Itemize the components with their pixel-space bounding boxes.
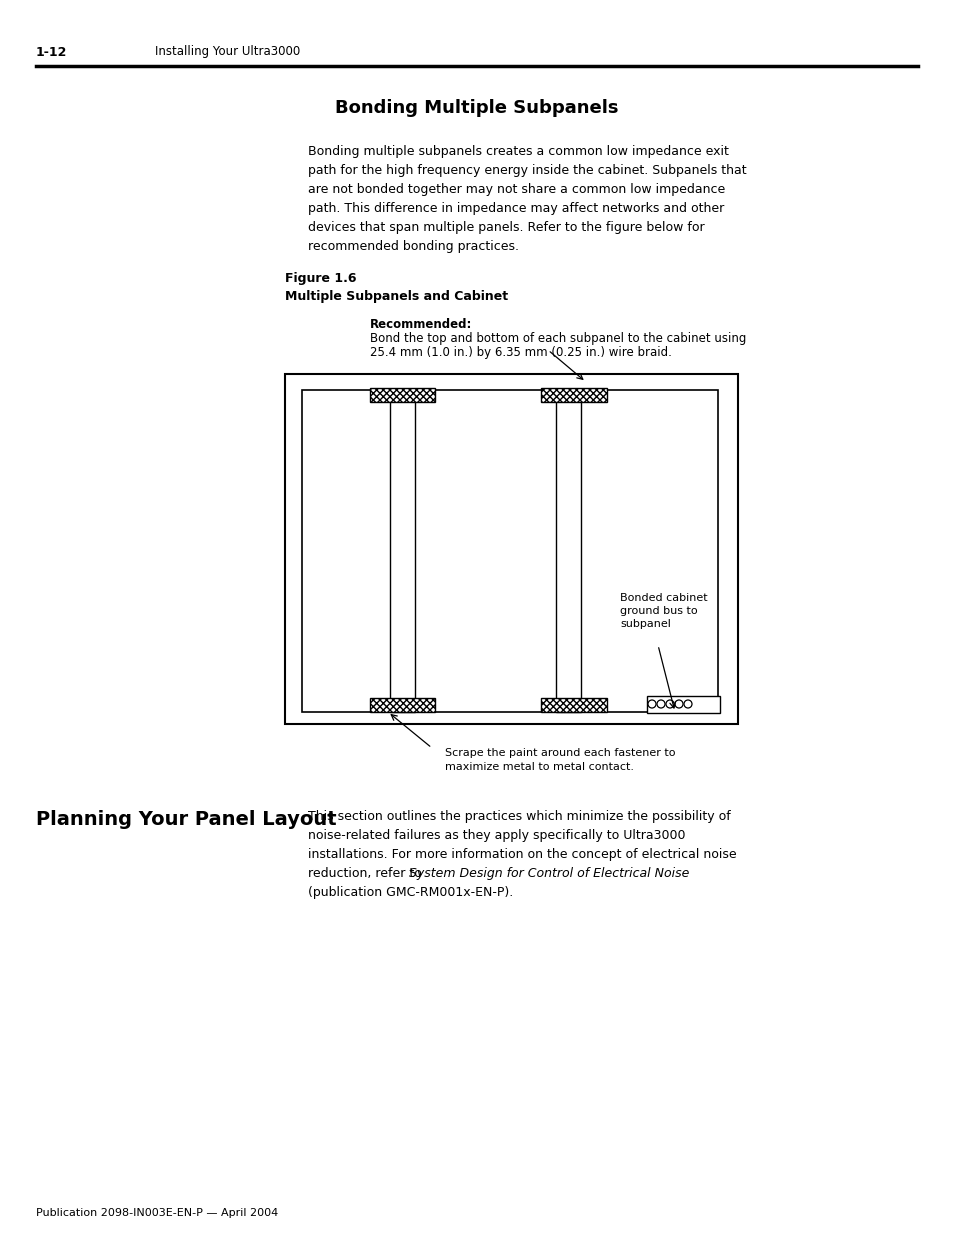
Text: Bonded cabinet: Bonded cabinet: [619, 593, 707, 603]
Bar: [285, 374, 738, 724]
Text: path for the high frequency energy inside the cabinet. Subpanels that: path for the high frequency energy insid…: [308, 164, 746, 177]
Text: noise-related failures as they apply specifically to Ultra3000: noise-related failures as they apply spe…: [308, 829, 685, 842]
Text: Recommended:: Recommended:: [370, 317, 472, 331]
Text: Publication 2098-IN003E-EN-P — April 2004: Publication 2098-IN003E-EN-P — April 200…: [36, 1208, 278, 1218]
Text: Bonding multiple subpanels creates a common low impedance exit: Bonding multiple subpanels creates a com…: [308, 144, 728, 158]
Bar: [646, 697, 720, 713]
Text: Bonding Multiple Subpanels: Bonding Multiple Subpanels: [335, 99, 618, 117]
Text: 25.4 mm (1.0 in.) by 6.35 mm (0.25 in.) wire braid.: 25.4 mm (1.0 in.) by 6.35 mm (0.25 in.) …: [370, 346, 671, 359]
Text: Multiple Subpanels and Cabinet: Multiple Subpanels and Cabinet: [285, 290, 508, 303]
Bar: [302, 390, 718, 713]
Text: (publication GMC-RM001x-EN-P).: (publication GMC-RM001x-EN-P).: [308, 885, 513, 899]
Bar: [370, 698, 435, 713]
Text: recommended bonding practices.: recommended bonding practices.: [308, 240, 518, 253]
Text: reduction, refer to: reduction, refer to: [308, 867, 425, 881]
Text: This section outlines the practices which minimize the possibility of: This section outlines the practices whic…: [308, 810, 730, 823]
Circle shape: [683, 700, 691, 708]
Text: maximize metal to metal contact.: maximize metal to metal contact.: [444, 762, 634, 772]
Text: are not bonded together may not share a common low impedance: are not bonded together may not share a …: [308, 183, 724, 196]
Text: path. This difference in impedance may affect networks and other: path. This difference in impedance may a…: [308, 203, 723, 215]
Bar: [370, 388, 435, 403]
Text: System Design for Control of Electrical Noise: System Design for Control of Electrical …: [409, 867, 689, 881]
Circle shape: [647, 700, 656, 708]
Text: Figure 1.6: Figure 1.6: [285, 272, 356, 285]
Text: subpanel: subpanel: [619, 619, 670, 629]
Circle shape: [675, 700, 682, 708]
Bar: [390, 390, 415, 713]
Text: ground bus to: ground bus to: [619, 606, 697, 616]
Text: installations. For more information on the concept of electrical noise: installations. For more information on t…: [308, 848, 736, 861]
Text: Scrape the paint around each fastener to: Scrape the paint around each fastener to: [444, 748, 675, 758]
Circle shape: [665, 700, 673, 708]
Bar: [540, 698, 606, 713]
Bar: [540, 388, 606, 403]
Text: Bond the top and bottom of each subpanel to the cabinet using: Bond the top and bottom of each subpanel…: [370, 332, 745, 345]
Text: Planning Your Panel Layout: Planning Your Panel Layout: [36, 810, 336, 829]
Text: 1-12: 1-12: [36, 46, 68, 58]
Text: devices that span multiple panels. Refer to the figure below for: devices that span multiple panels. Refer…: [308, 221, 704, 233]
Text: Installing Your Ultra3000: Installing Your Ultra3000: [154, 46, 300, 58]
Bar: [556, 390, 580, 713]
Circle shape: [657, 700, 664, 708]
